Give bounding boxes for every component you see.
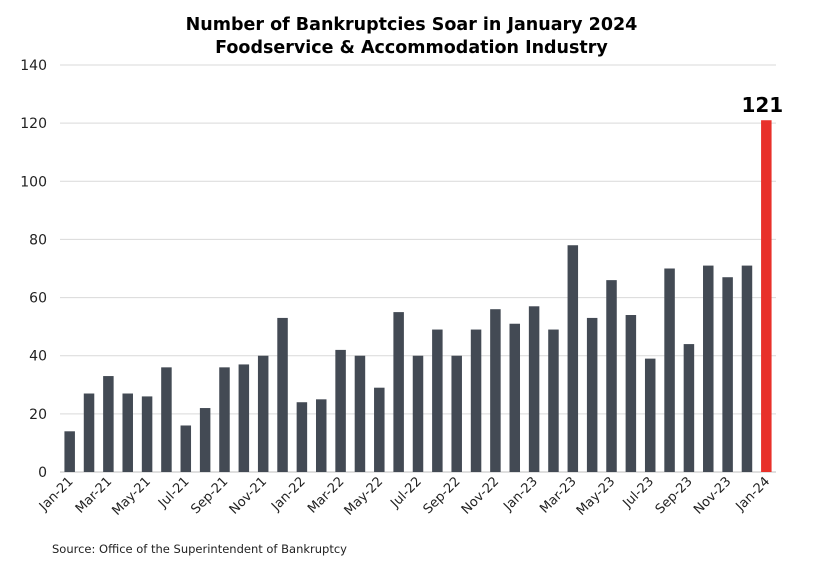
bar-sep-21 — [219, 367, 230, 472]
bar-oct-21 — [238, 364, 250, 472]
bar-sep-23 — [683, 344, 695, 472]
x-tick-label: Jul-23 — [620, 474, 657, 511]
bar-jan-22 — [296, 402, 308, 472]
bar-aug-23 — [664, 268, 675, 472]
x-tick-label: May-23 — [574, 474, 618, 518]
bar-jan-24 — [761, 120, 772, 472]
bar-aug-21 — [199, 408, 211, 472]
x-tick-label: Jul-22 — [387, 474, 424, 511]
y-tick-label: 20 — [29, 407, 47, 423]
x-tick-label: Mar-23 — [537, 474, 579, 516]
bar-jun-23 — [625, 315, 637, 472]
x-tick-label: Mar-22 — [305, 474, 347, 516]
bar-oct-23 — [703, 265, 714, 472]
x-tick-label: Jan-22 — [268, 474, 309, 515]
y-tick-label: 60 — [29, 291, 47, 307]
bar-jan-21 — [64, 431, 75, 472]
bar-jul-21 — [180, 425, 192, 472]
x-tick-label: Sep-22 — [421, 474, 464, 517]
y-tick-label: 40 — [29, 349, 47, 365]
bar-nov-23 — [722, 277, 733, 472]
bar-jul-22 — [412, 355, 424, 472]
x-tick-label: Mar-21 — [73, 474, 115, 516]
y-tick-label: 100 — [20, 174, 47, 190]
bar-dec-23 — [741, 265, 753, 472]
x-tick-label: Jul-21 — [155, 474, 192, 511]
bar-mar-23 — [567, 245, 579, 472]
x-tick-label: Nov-22 — [459, 474, 502, 517]
bar-may-22 — [374, 387, 385, 472]
chart-subtitle: Foodservice & Accommodation Industry — [215, 38, 608, 58]
bar-sep-22 — [451, 355, 462, 472]
bar-apr-21 — [122, 393, 133, 472]
bar-feb-23 — [548, 329, 559, 472]
bar-oct-22 — [470, 329, 482, 472]
bar-may-21 — [141, 396, 153, 472]
y-tick-label: 0 — [38, 465, 47, 481]
x-tick-label: Jan-24 — [733, 474, 774, 515]
chart-title-block: Number of Bankruptcies Soar in January 2… — [0, 14, 823, 60]
bar-dec-21 — [277, 317, 288, 472]
bar-jan-23 — [528, 306, 540, 472]
x-tick-label: Nov-21 — [227, 474, 270, 517]
bar-jun-22 — [393, 312, 404, 472]
source-note: Source: Office of the Superintendent of … — [52, 542, 347, 556]
bar-nov-22 — [490, 309, 501, 472]
bar-jul-23 — [644, 358, 656, 472]
x-tick-label: May-22 — [342, 474, 386, 518]
x-tick-label: Sep-23 — [653, 474, 696, 517]
bar-dec-22 — [509, 323, 521, 472]
y-tick-label: 140 — [20, 58, 47, 74]
y-tick-label: 80 — [29, 232, 47, 248]
data-label: 121 — [741, 93, 783, 117]
bar-apr-23 — [586, 317, 598, 472]
bar-may-23 — [606, 280, 617, 472]
x-tick-label: Jan-23 — [500, 474, 541, 515]
bar-mar-22 — [335, 349, 346, 472]
x-tick-label: May-21 — [109, 474, 153, 518]
bar-feb-22 — [315, 399, 327, 472]
x-tick-label: Nov-23 — [691, 474, 734, 517]
bar-nov-21 — [257, 355, 269, 472]
bar-aug-22 — [432, 329, 443, 472]
x-tick-label: Sep-21 — [188, 474, 231, 517]
chart-title: Number of Bankruptcies Soar in January 2… — [185, 15, 638, 35]
bar-mar-21 — [103, 376, 114, 472]
bar-jun-21 — [161, 367, 172, 472]
bar-feb-21 — [83, 393, 95, 472]
bar-apr-22 — [354, 355, 366, 472]
y-tick-label: 120 — [20, 116, 47, 132]
